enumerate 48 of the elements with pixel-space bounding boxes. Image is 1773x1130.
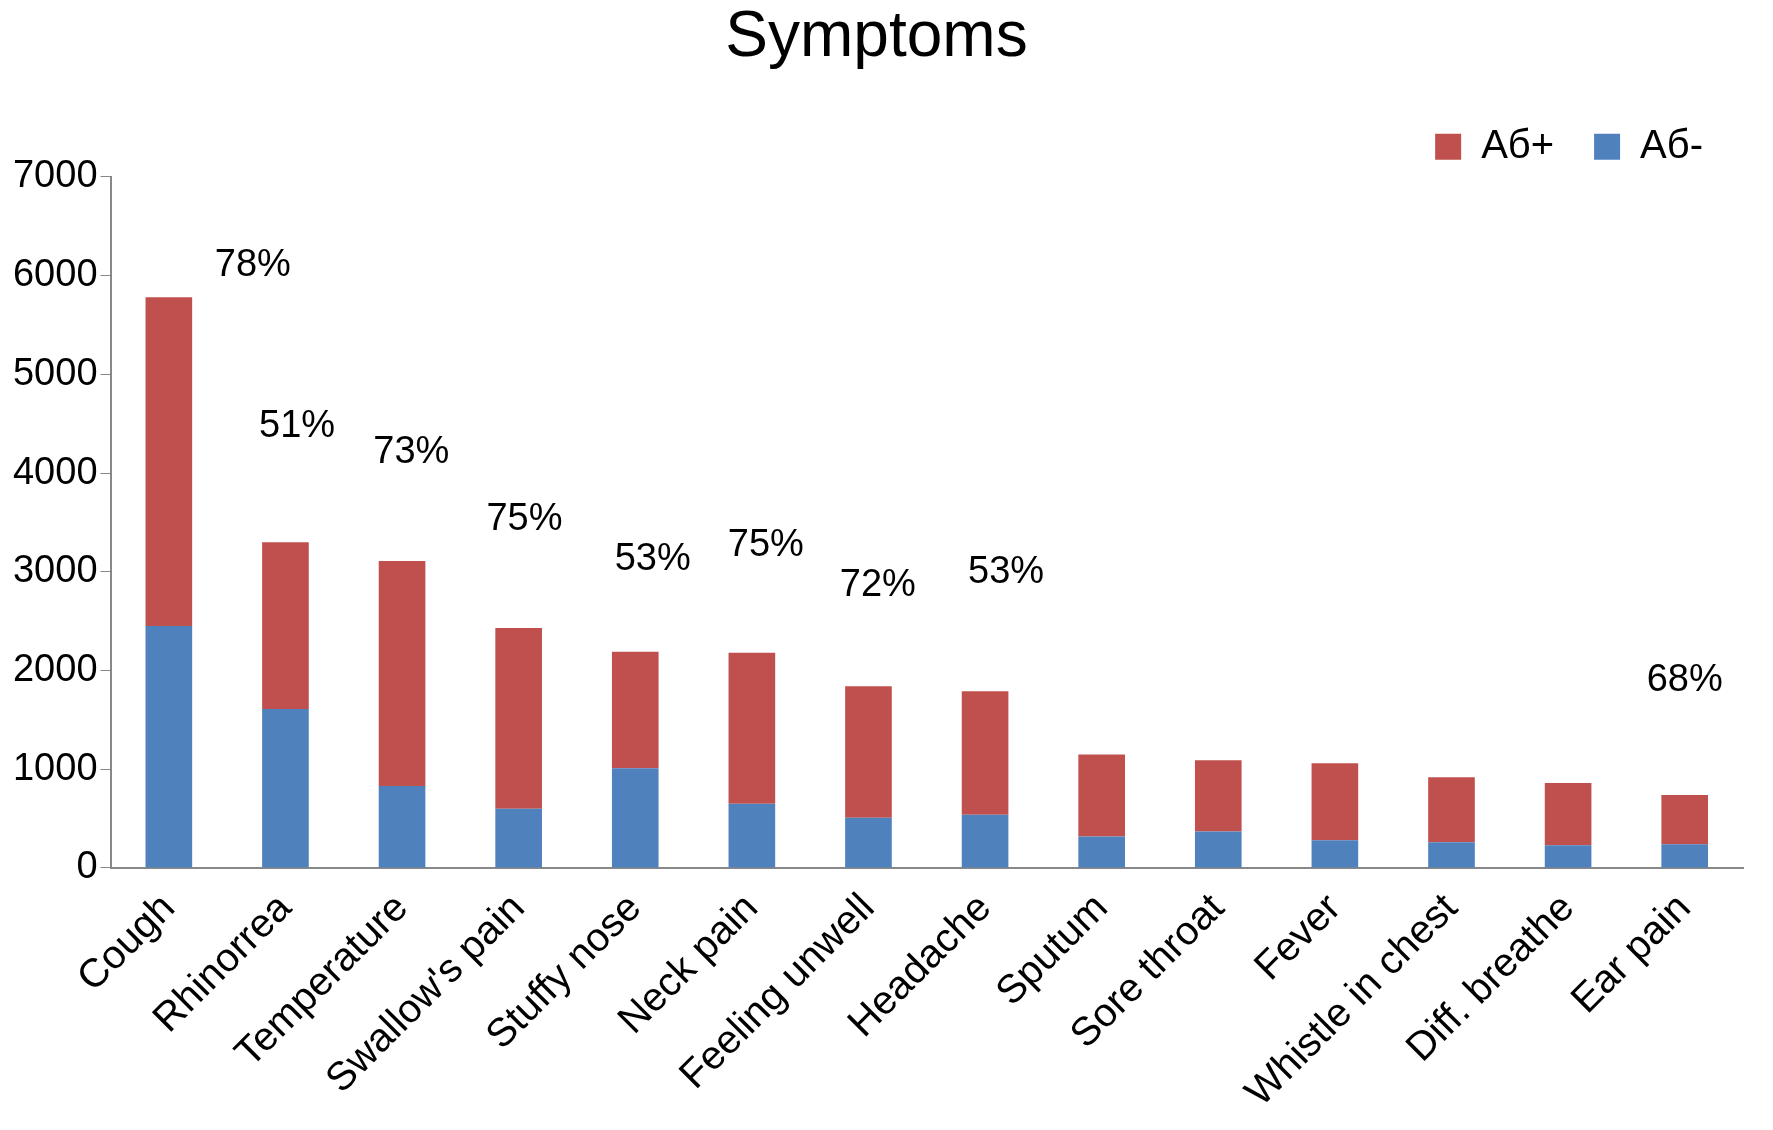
annotation: 53% [968, 549, 1045, 592]
bar [378, 560, 426, 787]
bar [1544, 783, 1592, 846]
y-tick-label: 6000 [12, 252, 98, 295]
bar [1544, 845, 1592, 868]
y-tick-label: 7000 [12, 153, 98, 196]
bar [1311, 840, 1359, 868]
bar [495, 628, 542, 809]
bar [262, 542, 309, 710]
bar [611, 651, 659, 769]
bar [1661, 794, 1709, 845]
annotation: 53% [614, 535, 691, 578]
bar [495, 808, 542, 868]
y-tick-label: 0 [76, 844, 98, 887]
annotation: 72% [839, 561, 916, 604]
bar [1194, 760, 1242, 832]
bar [728, 803, 776, 868]
bar [845, 686, 892, 818]
annotation: 75% [486, 496, 563, 539]
bar [1661, 844, 1709, 868]
bar [728, 652, 776, 804]
y-tick-label: 2000 [12, 647, 98, 689]
legend-label: Аб- [1640, 121, 1704, 166]
bar [145, 626, 193, 868]
bar [1428, 777, 1475, 843]
y-tick-label: 1000 [12, 745, 98, 788]
annotation: 51% [259, 402, 336, 445]
annotation: 68% [1646, 657, 1723, 700]
y-tick-label: 5000 [12, 350, 98, 393]
bar [1078, 836, 1125, 868]
bar [1311, 763, 1359, 841]
bar [961, 691, 1009, 815]
y-tick-label: 3000 [12, 548, 98, 591]
bar [145, 297, 193, 627]
bar [961, 814, 1009, 868]
bar [1428, 842, 1475, 868]
y-tick-label: 4000 [12, 449, 98, 492]
chart-title: Symptoms [725, 0, 1028, 71]
bar [611, 768, 659, 868]
bar [845, 817, 892, 868]
bar [1078, 754, 1125, 837]
bar [262, 709, 309, 868]
legend-label: Аб+ [1481, 121, 1555, 166]
annotation: 78% [214, 242, 291, 285]
annotation: 75% [727, 522, 804, 565]
bar [378, 786, 426, 868]
annotation: 73% [373, 429, 450, 472]
bar [1194, 831, 1242, 868]
